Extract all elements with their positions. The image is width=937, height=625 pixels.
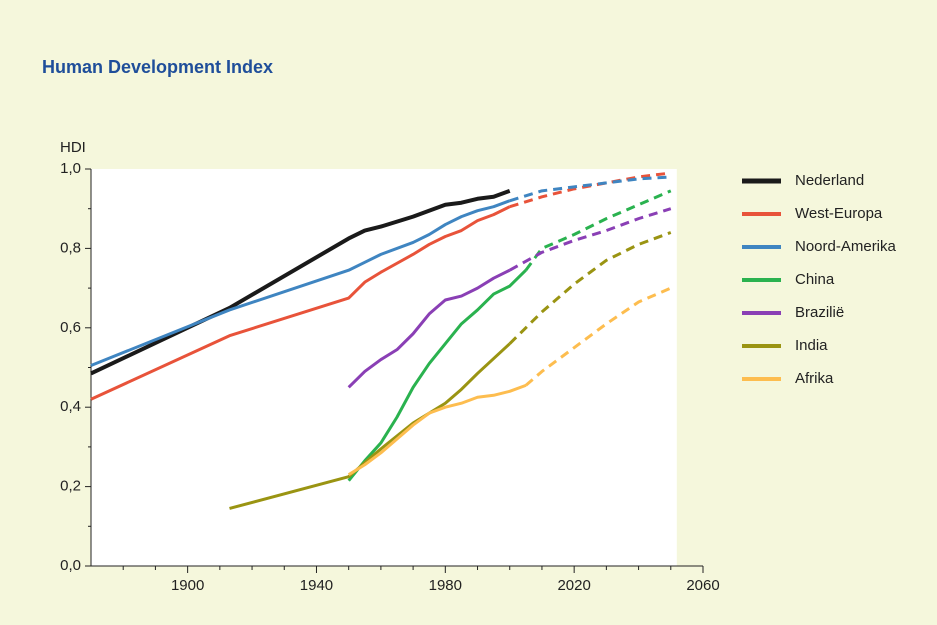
legend-label: India: [795, 337, 828, 354]
projection-line: [508, 231, 672, 345]
legend-label: Brazilië: [795, 304, 844, 321]
line: [347, 383, 527, 476]
legend-label: China: [795, 271, 835, 288]
y-tick-label: 1,0: [60, 160, 81, 177]
y-tick-label: 0,0: [60, 557, 81, 574]
line: [90, 199, 511, 367]
plot-area: [91, 169, 677, 566]
x-tick-label: 2060: [686, 577, 719, 594]
y-tick-label: 0,4: [60, 398, 81, 415]
projection-line: [524, 189, 672, 272]
x-tick-label: 1900: [171, 577, 204, 594]
y-tick-label: 0,8: [60, 239, 81, 256]
x-tick-label: 1980: [429, 577, 462, 594]
x-tick-label: 2020: [557, 577, 590, 594]
legend-label: Noord-Amerika: [795, 238, 897, 255]
y-axis-label: HDI: [60, 139, 86, 156]
y-tick-label: 0,6: [60, 319, 81, 336]
chart-title: Human Development Index: [42, 57, 273, 77]
legend-label: Afrika: [795, 370, 834, 387]
line: [347, 269, 527, 482]
line: [90, 205, 511, 401]
projection-line: [524, 286, 672, 387]
legend-label: Nederland: [795, 172, 864, 189]
x-tick-label: 1940: [300, 577, 333, 594]
line: [347, 268, 511, 389]
legend-label: West-Europa: [795, 205, 883, 222]
y-tick-label: 0,2: [60, 478, 81, 495]
projection-line: [509, 207, 672, 272]
line: [90, 188, 511, 376]
projection-line: [509, 175, 671, 203]
